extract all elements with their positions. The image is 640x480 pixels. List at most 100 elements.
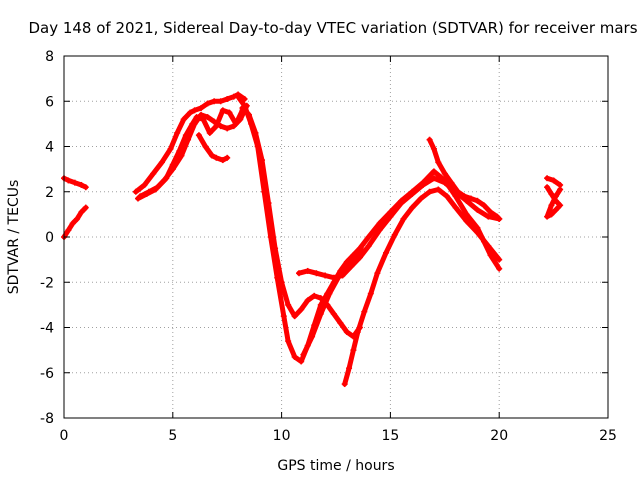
data-point: [304, 267, 311, 274]
data-point: [298, 358, 305, 365]
data-point: [224, 95, 231, 102]
data-point: [309, 333, 316, 340]
data-point: [365, 234, 372, 240]
data-point: [204, 114, 211, 121]
data-trace-14: [544, 184, 563, 220]
data-point: [376, 220, 383, 227]
data-point: [311, 292, 318, 299]
data-point: [278, 279, 285, 286]
data-point: [417, 195, 424, 202]
data-point: [365, 243, 372, 250]
y-tick-label: 4: [45, 140, 54, 156]
data-point: [420, 181, 427, 188]
data-point: [169, 166, 176, 173]
data-point: [185, 136, 192, 143]
x-axis-label: GPS time / hours: [277, 458, 394, 474]
data-point: [430, 175, 437, 182]
data-point: [204, 100, 211, 107]
data-point: [211, 118, 218, 125]
data-point: [485, 213, 492, 220]
data-point: [291, 353, 298, 360]
data-point: [461, 193, 468, 200]
data-point: [443, 193, 450, 200]
data-point: [280, 313, 287, 320]
data-point: [361, 247, 368, 254]
data-point: [158, 159, 165, 166]
data-point: [496, 256, 503, 263]
data-point: [552, 206, 559, 213]
data-point: [322, 272, 329, 279]
data-point: [474, 197, 481, 204]
data-point: [211, 98, 218, 105]
data-point: [272, 245, 279, 252]
data-point: [265, 200, 272, 207]
data-point: [463, 211, 470, 218]
data-point: [463, 218, 470, 225]
data-point: [167, 145, 174, 152]
data-trace-11: [342, 187, 502, 387]
data-point: [180, 116, 187, 123]
data-point: [548, 202, 555, 209]
data-point: [65, 227, 72, 234]
data-point: [383, 249, 390, 256]
data-point: [343, 261, 350, 268]
data-point: [341, 381, 348, 388]
data-point: [198, 105, 205, 112]
x-tick-label: 0: [60, 428, 69, 444]
data-trace-6: [196, 132, 230, 163]
data-point: [235, 93, 242, 100]
x-tick-label: 25: [599, 428, 617, 444]
data-point: [195, 132, 202, 139]
data-point: [346, 365, 353, 372]
data-point: [141, 181, 148, 188]
data-point: [187, 109, 194, 116]
data-point: [480, 202, 487, 209]
grid-lines: [64, 56, 608, 418]
data-point: [348, 263, 355, 270]
x-tick-label: 10: [273, 428, 291, 444]
data-point: [435, 159, 442, 166]
data-point: [291, 313, 298, 320]
data-point: [376, 227, 383, 234]
data-point: [326, 290, 333, 297]
data-point: [496, 265, 503, 272]
data-point: [78, 209, 85, 216]
data-point: [387, 213, 394, 220]
chart-title: Day 148 of 2021, Sidereal Day-to-day VTE…: [28, 19, 637, 37]
y-tick-label: 2: [45, 185, 54, 201]
data-point: [78, 181, 85, 188]
data-point: [544, 184, 551, 191]
data-point: [226, 109, 233, 116]
data-point: [398, 200, 405, 207]
data-point: [426, 188, 433, 195]
data-point: [224, 154, 231, 161]
data-point: [150, 170, 157, 177]
data-point: [82, 204, 89, 211]
data-point: [448, 179, 455, 186]
data-point: [452, 204, 459, 211]
data-point: [441, 179, 448, 186]
data-point: [74, 215, 81, 222]
data-point: [304, 297, 311, 304]
data-point: [496, 215, 503, 222]
data-point: [198, 111, 205, 118]
data-point: [174, 129, 181, 136]
data-point: [206, 129, 213, 136]
data-point: [474, 206, 481, 213]
data-point: [400, 215, 407, 222]
x-tick-label: 15: [381, 428, 399, 444]
data-traces: [61, 91, 564, 388]
data-point: [343, 329, 350, 336]
data-point: [82, 184, 89, 191]
data-trace-3: [133, 92, 248, 195]
data-trace-8: [239, 105, 363, 340]
data-point: [143, 191, 150, 198]
data-point: [134, 195, 141, 202]
data-point: [352, 252, 359, 259]
data-point: [361, 308, 368, 315]
data-point: [285, 338, 292, 345]
y-tick-label: -2: [40, 275, 54, 291]
data-point: [544, 175, 551, 182]
data-point: [296, 270, 303, 277]
